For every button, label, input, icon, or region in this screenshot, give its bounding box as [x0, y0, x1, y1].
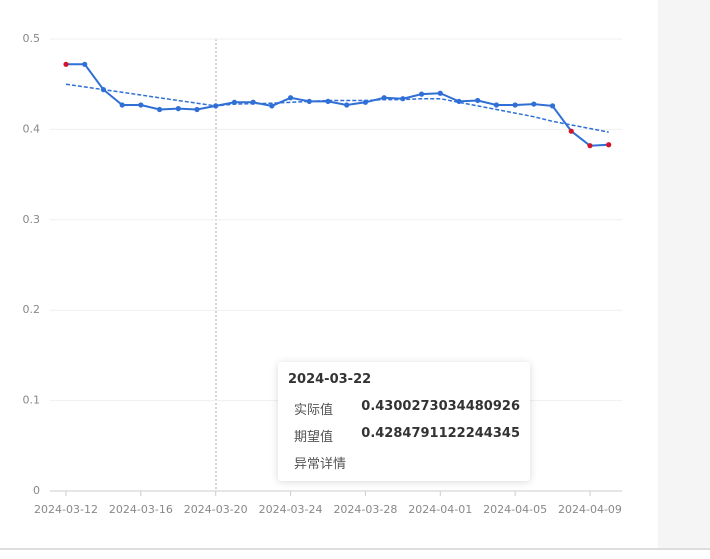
y-tick-label: 0.4	[23, 122, 41, 135]
bottom-border	[0, 548, 710, 550]
point	[175, 106, 181, 112]
tooltip-date: 2024-03-22	[288, 372, 372, 387]
point	[587, 143, 593, 149]
chart: 0 0.1 0.2 0.3 0.4 0.5 2024-03-12 2024-03-16 2024…	[23, 32, 622, 516]
x-tick-label: 2024-03-20	[184, 503, 248, 516]
tooltip-value: 0.4284791122244345	[361, 426, 520, 441]
point	[269, 103, 275, 109]
point	[493, 102, 500, 108]
tooltip: 2024-03-22 实际值 0.4300273034480926 期望值 0.…	[278, 362, 530, 481]
point	[418, 91, 425, 97]
point	[568, 128, 574, 134]
point	[119, 102, 125, 108]
point	[306, 98, 312, 104]
point	[512, 102, 518, 108]
point	[325, 98, 331, 104]
y-tick-label: 0.1	[23, 394, 41, 407]
tooltip-value: 0.4300273034480926	[361, 399, 520, 414]
point	[606, 142, 612, 148]
x-tick-label: 2024-03-28	[333, 503, 397, 516]
point	[156, 106, 163, 113]
point	[400, 96, 406, 102]
tooltip-label: 期望值	[294, 430, 334, 445]
y-tick-label: 0	[33, 484, 40, 497]
point	[531, 101, 537, 107]
actual-line	[66, 63, 609, 147]
point	[287, 95, 294, 101]
x-tick-label: 2024-04-01	[408, 503, 472, 516]
x-tick-label: 2024-04-09	[558, 503, 622, 516]
y-tick-label: 0.3	[23, 213, 41, 226]
point	[475, 97, 481, 104]
point	[63, 61, 69, 67]
point	[138, 102, 144, 108]
point	[82, 61, 88, 67]
side-panel	[658, 0, 710, 548]
y-tick-label: 0.5	[23, 32, 41, 45]
tooltip-label: 异常详情	[294, 457, 347, 472]
x-tick-label: 2024-03-24	[259, 503, 323, 516]
point	[549, 103, 556, 109]
expected-line	[65, 83, 609, 133]
y-tick-label: 0.2	[23, 303, 41, 316]
x-tick-label: 2024-03-16	[109, 503, 173, 516]
tooltip-label: 实际值	[294, 403, 334, 418]
x-tick-label: 2024-04-05	[483, 503, 547, 516]
x-tick-label: 2024-03-12	[34, 503, 98, 516]
point	[194, 106, 200, 113]
point	[344, 102, 350, 108]
point	[437, 90, 443, 96]
